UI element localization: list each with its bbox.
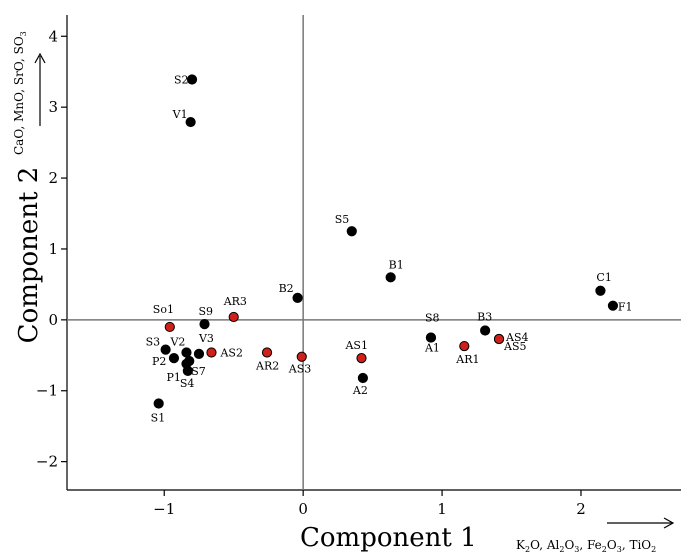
label-S5: S5	[335, 213, 350, 226]
y-tick-label: 4	[48, 27, 58, 45]
label-AS4: AS4	[505, 331, 528, 344]
label-B2: B2	[279, 282, 294, 295]
x-axis-title: Component 1	[300, 523, 477, 553]
point-AS3	[296, 351, 307, 362]
label-A2: A2	[352, 384, 368, 397]
x-direction-arrowhead	[663, 517, 675, 529]
point-AR3	[228, 311, 239, 323]
point-B1	[385, 272, 396, 283]
point-S2	[186, 74, 198, 85]
y-tick-label: 0	[48, 311, 58, 329]
y-tick-label: 2	[48, 169, 58, 187]
point-AS5	[493, 333, 505, 345]
label-S3: S3	[146, 336, 161, 349]
point-S9	[199, 319, 210, 330]
label-S7: S7	[191, 365, 206, 378]
point-F1	[607, 300, 619, 311]
label-P1: P1	[166, 371, 180, 384]
x-tick-label: 0	[298, 500, 308, 518]
point-S3	[160, 344, 171, 355]
reference-lines	[67, 15, 681, 490]
label-S8: S8	[425, 312, 440, 325]
point-A2	[357, 372, 368, 384]
label-AS5: AS5	[503, 340, 526, 353]
point-AR1	[459, 340, 470, 352]
y-tick-label: −1	[36, 382, 58, 400]
x-tick-label: 1	[437, 500, 447, 518]
label-F1: F1	[618, 301, 633, 314]
label-S4: S4	[180, 377, 195, 390]
label-AS3: AS3	[288, 363, 311, 376]
y-tick-label: 3	[48, 98, 58, 116]
label-B1: B1	[389, 258, 404, 271]
point-S1	[153, 398, 164, 409]
label-S9: S9	[199, 305, 214, 318]
y-axis-title: Component 2	[14, 167, 44, 344]
point-S4	[182, 365, 193, 376]
x-tick-label: 2	[576, 500, 586, 518]
point-AS1	[356, 353, 367, 364]
y-tick-label: 1	[48, 240, 58, 258]
label-AS2: AS2	[219, 346, 242, 359]
label-V1: V1	[172, 108, 188, 121]
label-S2: S2	[174, 74, 189, 87]
label-P2: P2	[152, 355, 166, 368]
point-AR2	[261, 347, 273, 358]
point-V3	[193, 348, 205, 359]
x-direction-note: K2O, Al2O3, Fe2O3, TiO2	[516, 538, 656, 554]
label-AR3: AR3	[223, 295, 247, 308]
point-V2	[181, 347, 192, 358]
point-So1	[164, 321, 175, 333]
point-A1	[425, 332, 437, 343]
label-C1: C1	[596, 271, 611, 284]
axes: −2 −1 0 1 2 3 4 −1 0 1 2	[36, 15, 681, 518]
label-A1: A1	[424, 342, 440, 355]
y-direction-arrowhead	[34, 52, 46, 64]
label-V3: V3	[198, 332, 214, 345]
label-V2: V2	[169, 335, 185, 348]
label-B3: B3	[477, 310, 492, 323]
label-AR2: AR2	[255, 359, 279, 372]
x-tick-label: −1	[153, 500, 175, 518]
data-points	[153, 74, 619, 409]
point-B2	[292, 292, 303, 303]
point-B3	[480, 325, 491, 336]
y-tick-label: −2	[36, 453, 58, 471]
point-S5	[346, 226, 357, 237]
point-V1	[185, 116, 196, 128]
point-P2	[168, 353, 180, 364]
label-So1: So1	[153, 303, 174, 316]
point-C1	[595, 285, 606, 296]
label-S1: S1	[151, 412, 166, 425]
point-AS2	[206, 347, 217, 358]
y-direction-note: CaO, MnO, SrO, SO3	[12, 31, 28, 155]
label-AS1: AS1	[344, 339, 367, 352]
label-AR1: AR1	[455, 353, 479, 366]
